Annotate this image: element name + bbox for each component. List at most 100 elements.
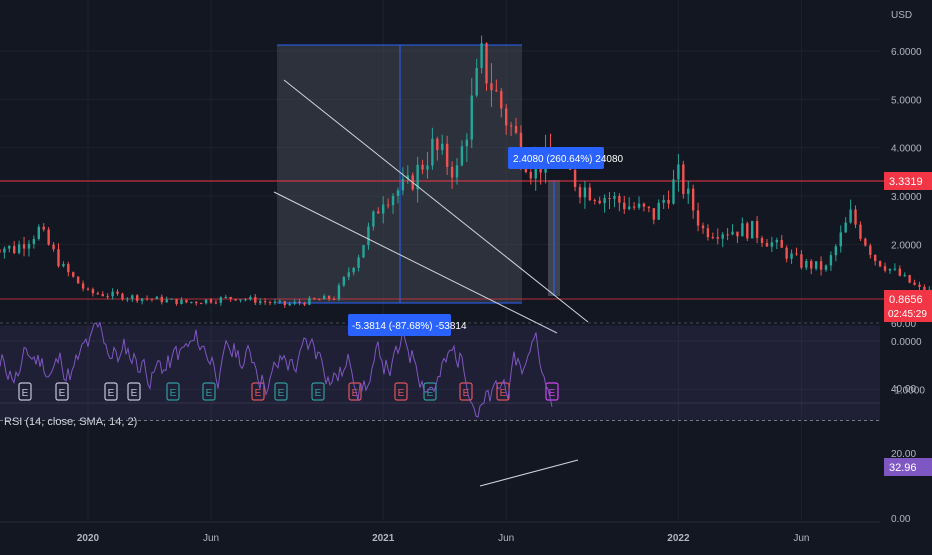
candle-body (322, 295, 326, 300)
earnings-marker[interactable]: E (18, 382, 32, 401)
earnings-marker[interactable]: E (55, 382, 69, 401)
earnings-marker[interactable]: E (348, 382, 362, 401)
candle-body (337, 285, 341, 300)
earnings-marker[interactable]: E (251, 382, 265, 401)
candle-body (357, 257, 360, 268)
candle-body (13, 245, 16, 254)
candle-body (372, 211, 375, 227)
candle-body (691, 188, 695, 211)
measure-down-label: -5.3814 (-87.68%) -53814 (352, 321, 467, 332)
candle-body (696, 210, 700, 226)
candle-body (249, 296, 252, 300)
candle-body (810, 261, 813, 269)
candle-body (795, 253, 798, 255)
candle-body (455, 165, 459, 178)
candle-body (101, 294, 104, 297)
candle-body (755, 220, 759, 238)
earnings-marker[interactable]: E (166, 382, 180, 401)
last-price-tag (884, 290, 932, 322)
wedge-upper-line[interactable] (283, 79, 589, 323)
wedge-lower-line[interactable] (273, 191, 558, 334)
candle-body (878, 260, 882, 267)
earnings-marker[interactable]: E (202, 382, 216, 401)
candle-body (308, 297, 311, 305)
earnings-marker-box (55, 382, 69, 401)
candle-body (603, 198, 606, 204)
earnings-marker-box (127, 382, 141, 401)
candle-body (150, 298, 154, 300)
candle-body (687, 188, 690, 194)
earnings-marker[interactable]: E (274, 382, 288, 401)
earnings-marker-letter: E (255, 388, 262, 399)
candle-body (716, 237, 719, 239)
earnings-marker[interactable]: E (545, 382, 559, 401)
measure-tool[interactable] (0, 44, 884, 304)
earnings-marker[interactable]: E (394, 382, 408, 401)
candle-body (219, 297, 223, 303)
currency-label: USD (891, 10, 912, 21)
candle-body (760, 237, 764, 243)
candle-body (864, 238, 867, 246)
candle-body (298, 301, 301, 303)
candle-body (593, 200, 596, 202)
rsi-tick-label: 40.00 (891, 384, 916, 395)
candle-body (244, 299, 247, 301)
earnings-marker[interactable]: E (423, 382, 437, 401)
candle-body (382, 204, 385, 214)
candle-body (647, 206, 651, 209)
candle-body (775, 239, 778, 243)
candle-body (180, 299, 183, 305)
candle-body (37, 226, 40, 240)
trendlines[interactable] (273, 79, 589, 487)
earnings-marker-letter: E (549, 388, 556, 399)
candle-body (613, 195, 616, 199)
candle-body (918, 284, 921, 287)
candle-body (869, 245, 872, 255)
candle-body (898, 268, 901, 276)
candle-body (770, 242, 774, 247)
candle-body (426, 165, 429, 170)
candle-body (445, 143, 449, 167)
price-tick-label: 5.0000 (891, 95, 922, 106)
candle-body (62, 264, 65, 267)
candle-body (391, 195, 395, 206)
candle-body (849, 209, 852, 223)
earnings-marker[interactable]: E (127, 382, 141, 401)
candle-body (637, 203, 641, 208)
candle-body (751, 220, 754, 239)
time-tick-label: 2022 (667, 533, 690, 544)
rsi-title[interactable]: RSI (14, close, SMA, 14, 2) (4, 416, 137, 428)
earnings-marker-box (166, 382, 180, 401)
time-tick-label: 2020 (77, 533, 100, 544)
candle-body (908, 275, 911, 283)
candle-body (509, 125, 513, 127)
candle-body (632, 206, 636, 208)
earnings-marker-box (348, 382, 362, 401)
candle-body (81, 283, 85, 289)
candle-body (741, 223, 744, 237)
candle-body (460, 146, 464, 166)
candle-body (874, 254, 877, 261)
earnings-marker-letter: E (500, 388, 507, 399)
candle-body (254, 296, 257, 303)
candle-body (824, 265, 828, 270)
candle-body (57, 249, 60, 267)
time-tick-label: Jun (203, 533, 219, 544)
rsi-trend-line[interactable] (479, 459, 579, 487)
candle-body (313, 297, 316, 300)
measure-up-label: 2.4080 (260.64%) 24080 (513, 154, 624, 165)
candle-body (618, 195, 621, 203)
candle-body (234, 298, 237, 301)
candle-body (86, 288, 90, 290)
candle-body (27, 243, 31, 249)
candle-body (588, 187, 592, 201)
candle-body (450, 166, 454, 178)
earnings-marker[interactable]: E (104, 382, 118, 401)
earnings-marker[interactable]: E (311, 382, 325, 401)
rsi-tick-label: 0.00 (891, 514, 911, 525)
candle-body (17, 244, 21, 254)
rsi-value-tag (884, 458, 932, 476)
